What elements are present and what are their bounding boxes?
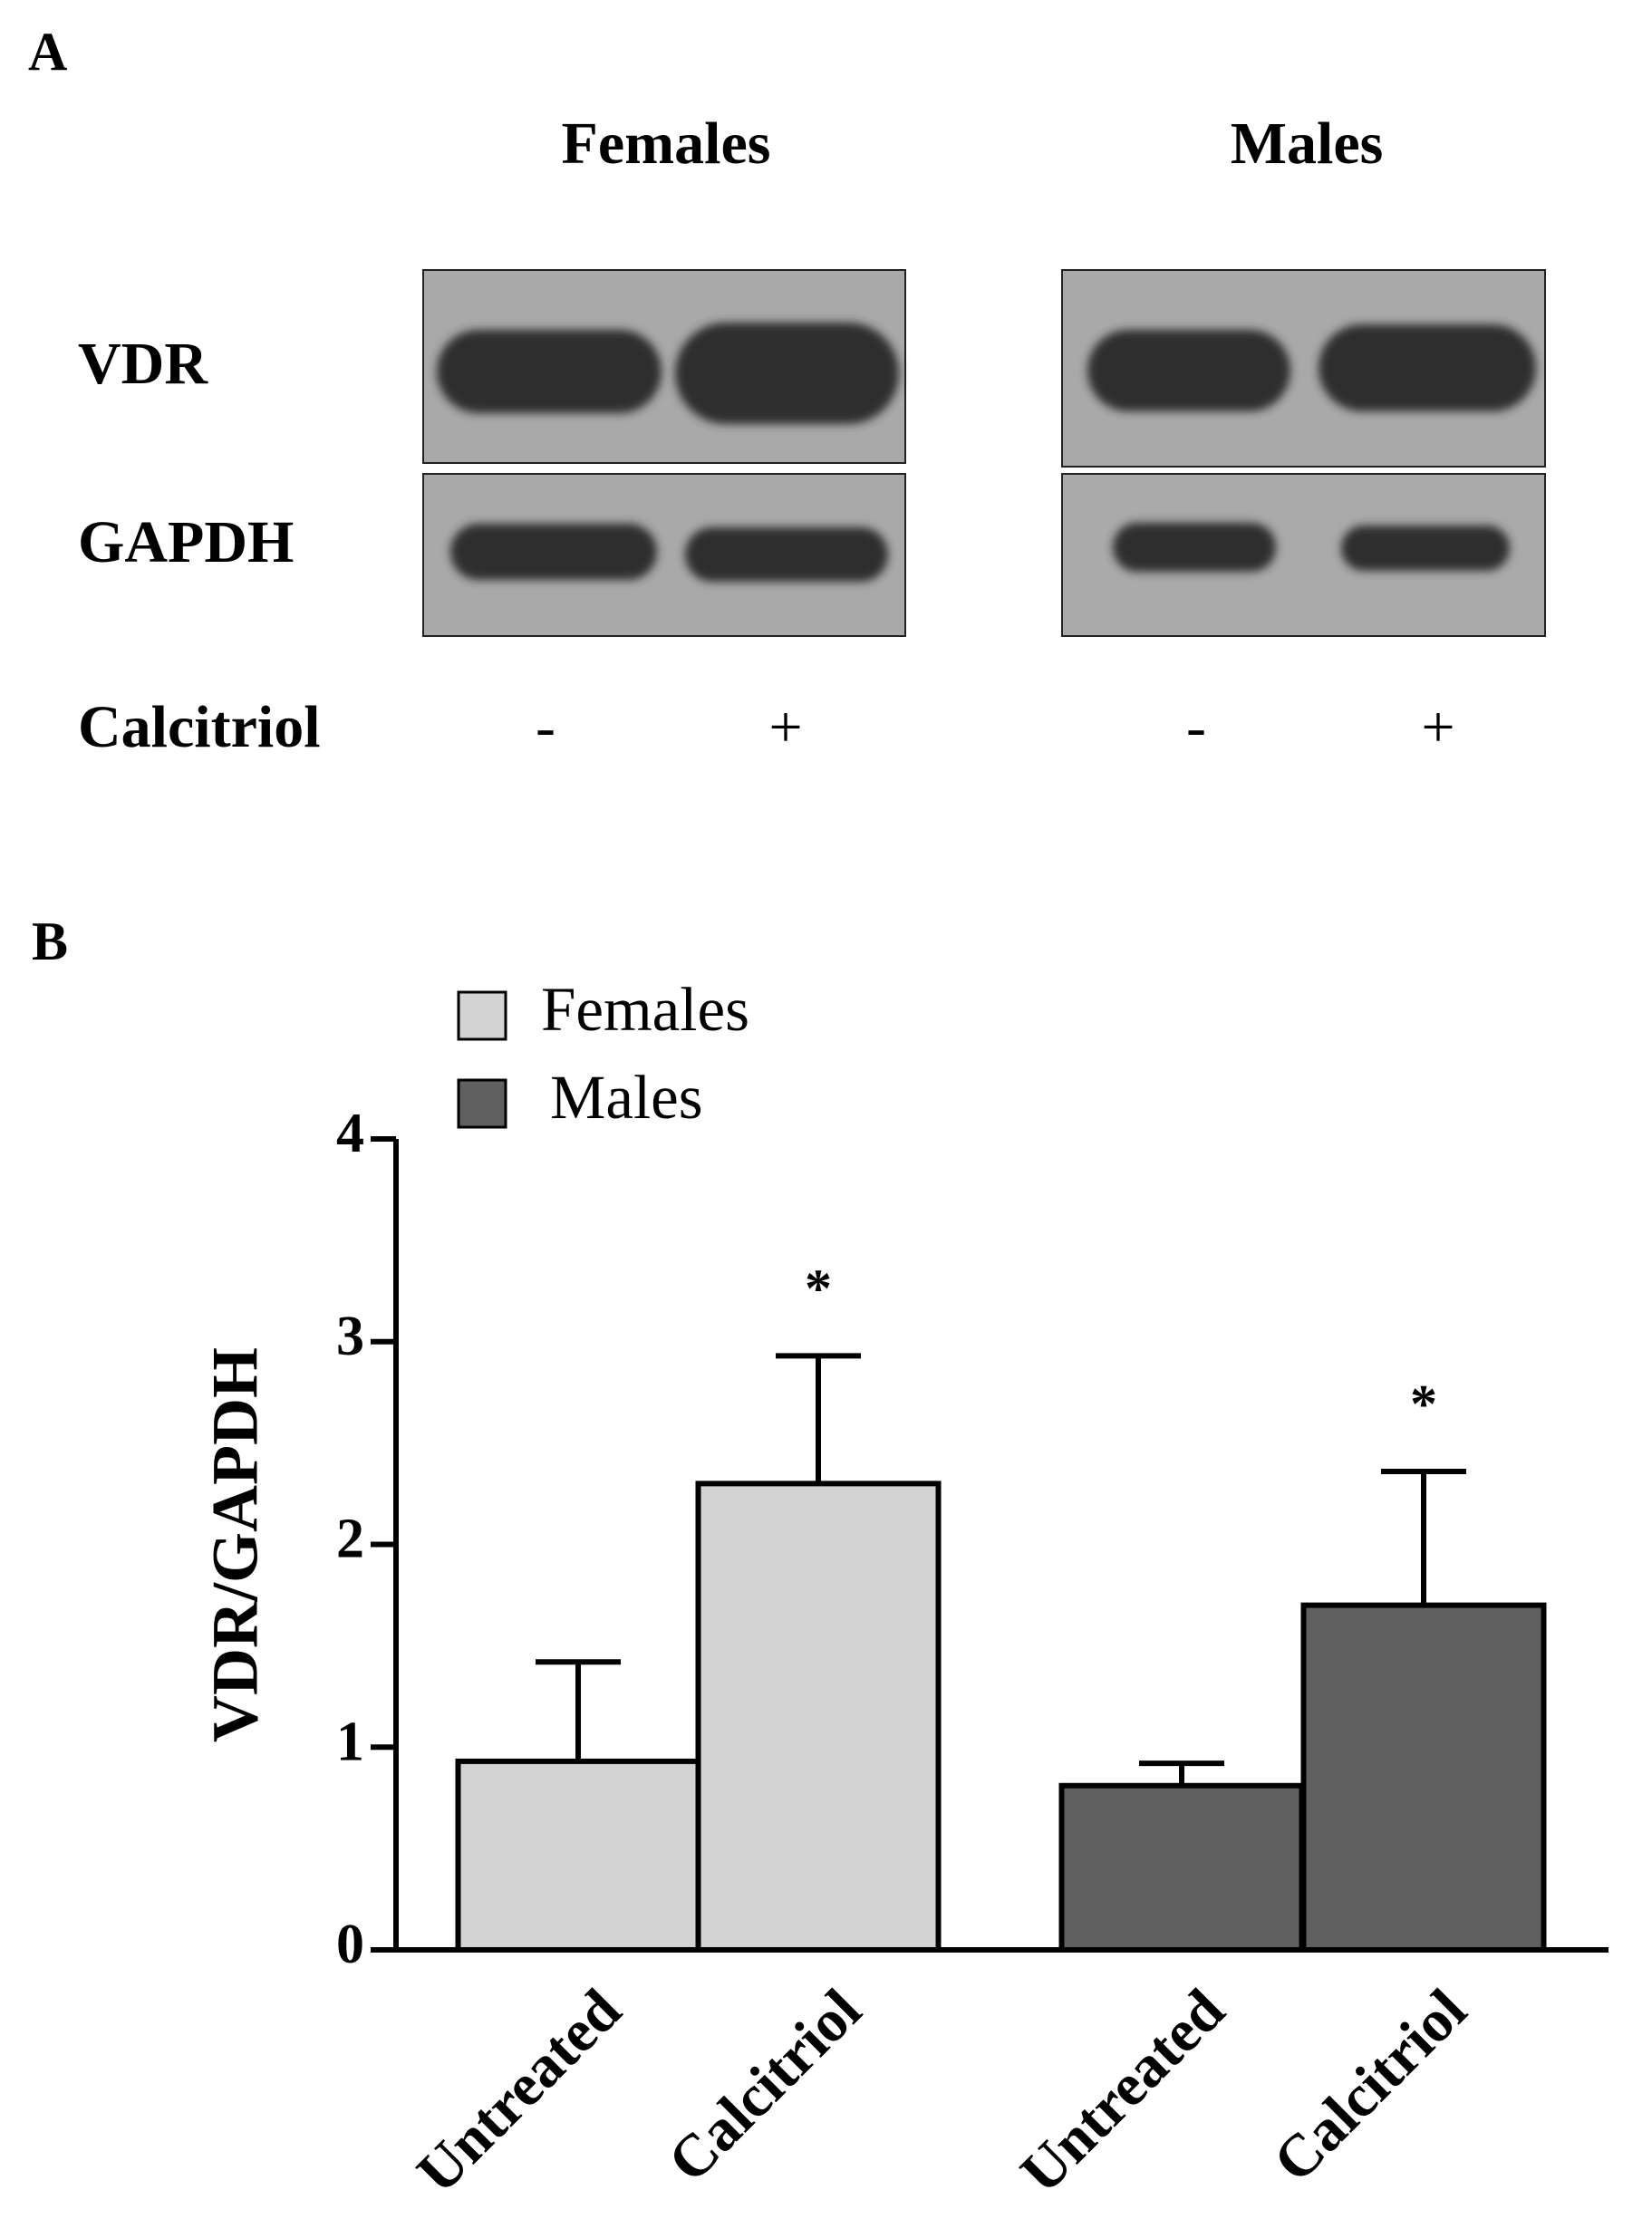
x-tick-label: Calcitriol: [655, 1977, 874, 2195]
significance-marker: *: [805, 1259, 832, 1318]
x-tick-label: Calcitriol: [1261, 1977, 1479, 2195]
group-label: Females: [562, 111, 771, 177]
y-tick-label: 2: [336, 1509, 364, 1570]
blot: [422, 269, 1546, 637]
panel-a: A Females Males VDR GAPDH Calcitriol - +…: [28, 22, 1546, 760]
group-label: Males: [1231, 111, 1384, 177]
bar: [1058, 1782, 1305, 1953]
treatment-sign: -: [1186, 694, 1206, 760]
legend-label: Females: [541, 975, 749, 1044]
legend-label: Males: [550, 1063, 703, 1132]
bar: [1300, 1602, 1547, 1953]
y-axis-label: VDR/GAPDH: [199, 1347, 272, 1742]
x-tick-label: Untreated: [404, 1977, 633, 2206]
row-label: GAPDH: [78, 509, 294, 575]
y-tick-label: 0: [336, 1914, 364, 1975]
y-tick-label: 3: [336, 1306, 364, 1367]
treatment-sign: +: [768, 694, 802, 760]
legend-swatch: [457, 990, 507, 1041]
panel-label: A: [28, 22, 67, 82]
bar: [455, 1758, 701, 1953]
y-tick-label: 1: [336, 1711, 364, 1772]
bar: [695, 1481, 942, 1953]
row-label: VDR: [78, 331, 208, 397]
legend-swatch: [457, 1078, 507, 1129]
panel-label: B: [32, 912, 68, 971]
x-tick-label: Untreated: [1008, 1977, 1237, 2206]
treatment-sign: +: [1421, 694, 1454, 760]
treatment-sign: -: [536, 694, 555, 760]
significance-marker: *: [1410, 1375, 1437, 1434]
treatment-label: Calcitriol: [78, 694, 321, 760]
y-tick-label: 4: [336, 1103, 364, 1164]
